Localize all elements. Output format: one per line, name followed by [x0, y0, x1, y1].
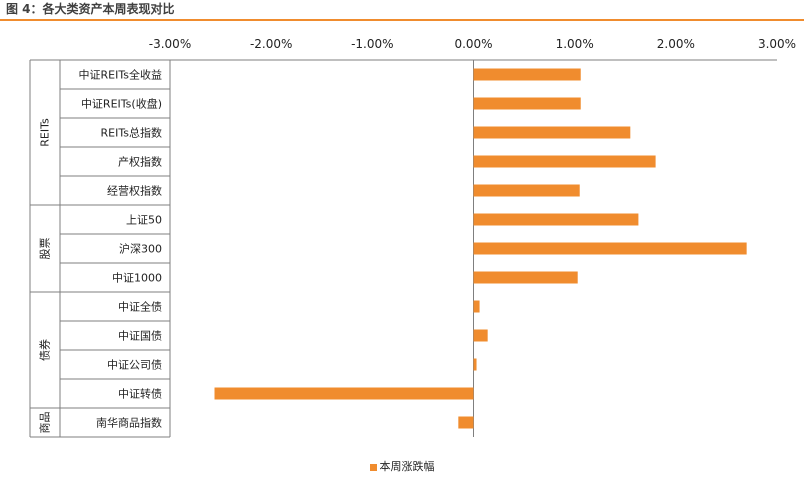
category-label: 中证REITs(收盘) [81, 97, 162, 111]
category-label: 产权指数 [118, 155, 162, 169]
bar [458, 416, 474, 429]
group-label: 股票 [39, 238, 52, 260]
category-label: 经营权指数 [107, 184, 162, 198]
x-tick-label: -3.00% [149, 37, 191, 51]
bar [473, 213, 639, 226]
category-label: 沪深300 [119, 242, 162, 256]
bar [214, 387, 474, 400]
bar [473, 358, 477, 371]
bar [473, 184, 580, 197]
group-label: REITs [39, 118, 52, 147]
x-tick-label: 0.00% [454, 37, 492, 51]
group-label: 债券 [38, 339, 52, 361]
bar [473, 329, 488, 342]
x-tick-label: -1.00% [351, 37, 393, 51]
bar [473, 126, 631, 139]
x-tick-label: 2.00% [657, 37, 695, 51]
bar [473, 271, 578, 284]
category-label: 上证50 [126, 214, 162, 227]
title-rule [0, 19, 804, 21]
category-label: 中证1000 [112, 272, 162, 285]
bar [473, 155, 656, 168]
legend: 本周涨跌幅 [0, 458, 804, 474]
category-label: 南华商品指数 [96, 416, 162, 430]
bar [473, 68, 581, 81]
legend-label: 本周涨跌幅 [379, 460, 435, 473]
category-label: 中证转债 [118, 387, 162, 401]
x-tick-label: 3.00% [758, 37, 796, 51]
bar [473, 300, 480, 313]
category-label: 中证国债 [118, 329, 162, 343]
x-tick-label: 1.00% [556, 37, 594, 51]
x-tick-label: -2.00% [250, 37, 292, 51]
legend-swatch [369, 463, 377, 471]
category-label: REITs总指数 [101, 126, 162, 140]
bar [473, 97, 581, 110]
category-label: 中证全债 [118, 300, 162, 314]
category-label: 中证REITs全收益 [79, 68, 162, 82]
group-label: 商品 [38, 412, 52, 434]
bar [473, 242, 747, 255]
category-label: 中证公司债 [107, 358, 162, 372]
figure-title: 图 4：各大类资产本周表现对比 [6, 2, 175, 16]
